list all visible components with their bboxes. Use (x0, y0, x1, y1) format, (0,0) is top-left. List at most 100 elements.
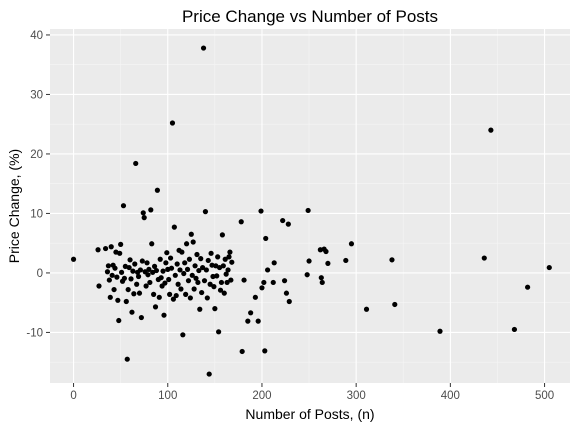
data-point (136, 290, 143, 296)
data-point (319, 279, 325, 286)
data-point (104, 269, 111, 275)
data-point (127, 257, 133, 263)
data-point (108, 244, 114, 250)
data-point (174, 261, 180, 267)
data-point (170, 296, 177, 302)
data-point (488, 127, 494, 133)
data-point (184, 266, 191, 272)
data-point (258, 208, 264, 214)
data-point (525, 284, 531, 290)
data-point (214, 273, 220, 279)
data-point (151, 291, 157, 297)
data-point (160, 268, 166, 274)
data-point (204, 295, 210, 301)
data-point (138, 314, 144, 321)
data-point (245, 318, 251, 324)
data-point (206, 371, 212, 377)
data-point (190, 239, 196, 245)
y-tick-label: 20 (30, 149, 43, 161)
data-point (207, 281, 213, 287)
data-point (137, 267, 144, 273)
data-point (304, 272, 310, 278)
data-point (121, 275, 128, 281)
data-point (154, 187, 160, 193)
data-point (259, 285, 265, 291)
data-point (186, 256, 193, 262)
data-point (134, 281, 140, 287)
data-point (125, 286, 131, 293)
data-point (118, 269, 125, 275)
data-point (117, 250, 123, 256)
data-point (96, 283, 102, 289)
data-point (112, 265, 118, 271)
y-tick-label: 0 (37, 268, 43, 280)
data-point (169, 120, 176, 126)
data-point (228, 277, 234, 283)
data-point (197, 306, 203, 312)
data-point (115, 297, 121, 303)
data-point (481, 255, 487, 261)
data-point (172, 272, 178, 278)
x-tick-label: 0 (70, 390, 76, 402)
data-point (217, 287, 224, 293)
data-point (343, 257, 349, 264)
data-point (168, 265, 175, 271)
data-point (188, 231, 194, 237)
data-point (105, 263, 112, 269)
plot-panel (50, 29, 570, 383)
data-point (156, 294, 162, 300)
data-point (205, 257, 211, 264)
data-point (263, 235, 269, 242)
data-point (305, 207, 311, 214)
data-point (224, 279, 230, 286)
data-point (227, 249, 233, 255)
x-axis-title: Number of Posts, (n) (245, 406, 374, 422)
data-point (175, 281, 181, 287)
data-point (318, 275, 324, 281)
data-point (167, 291, 173, 297)
y-axis-ticks: -10 0 10 20 30 40 (26, 30, 50, 339)
data-point (171, 224, 177, 230)
data-point (200, 45, 207, 51)
data-point (195, 279, 201, 286)
data-point (325, 260, 331, 267)
data-point (114, 274, 120, 280)
data-point (128, 276, 134, 282)
data-point (241, 277, 247, 283)
data-point (323, 248, 329, 255)
data-point (192, 263, 198, 269)
data-point (183, 291, 189, 297)
data-point (106, 277, 112, 283)
data-point (162, 280, 168, 286)
data-point (348, 241, 355, 247)
data-point (202, 209, 209, 215)
data-point (187, 295, 193, 301)
x-axis-ticks: 0 100 200 300 400 500 (70, 383, 554, 402)
chart-title: Price Change vs Number of Posts (182, 7, 438, 26)
data-point (131, 291, 137, 297)
data-point (212, 306, 218, 312)
data-point (116, 317, 122, 324)
data-point (124, 356, 130, 362)
data-point (139, 258, 145, 264)
data-point (129, 309, 135, 315)
data-point (216, 329, 222, 335)
data-points (70, 45, 552, 377)
data-point (248, 310, 254, 316)
y-tick-label: 30 (30, 89, 43, 101)
data-point (238, 219, 244, 225)
data-point (147, 279, 153, 286)
data-point (546, 264, 552, 271)
data-point (306, 258, 312, 264)
data-point (95, 247, 101, 253)
data-point (140, 210, 146, 216)
data-point (157, 256, 163, 262)
data-point (146, 266, 152, 272)
data-point (177, 267, 183, 273)
data-point (120, 203, 127, 209)
data-point (283, 290, 290, 296)
data-point (265, 267, 271, 273)
x-tick-label: 400 (441, 390, 460, 402)
data-point (181, 270, 187, 277)
data-point (194, 251, 200, 258)
